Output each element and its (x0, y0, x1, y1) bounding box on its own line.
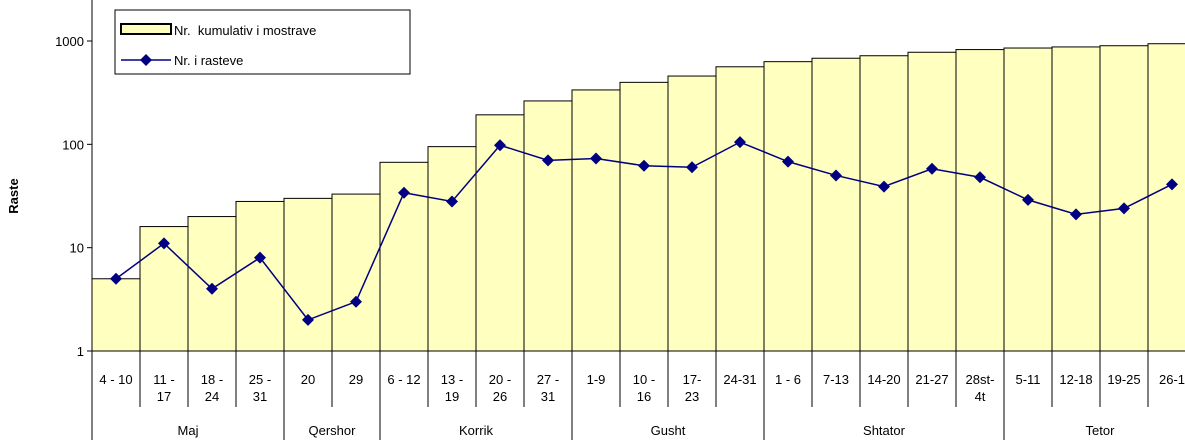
line-marker (734, 136, 746, 149)
group-label: Qershor (309, 423, 357, 438)
line-marker (686, 161, 698, 174)
x-tick-label: 29 (349, 372, 363, 387)
line-marker (590, 152, 602, 165)
group-label: Gusht (651, 423, 686, 438)
line-marker (974, 171, 986, 184)
bar (475, 114, 525, 352)
line-marker (206, 282, 218, 295)
line-marker (254, 251, 266, 264)
line-marker (1022, 193, 1034, 206)
bar (427, 146, 477, 352)
line-marker (878, 180, 890, 193)
bar (331, 193, 381, 352)
bar (667, 75, 717, 352)
line-marker (302, 313, 314, 326)
bar (1147, 43, 1185, 352)
bar (235, 200, 285, 352)
group-label: Korrik (459, 423, 493, 438)
x-tick-label: 28st-4t (966, 372, 995, 404)
bar (283, 197, 333, 352)
y-tick-label: 100 (62, 137, 84, 152)
x-tick-label: 17-23 (683, 372, 702, 404)
bar (1099, 45, 1149, 352)
x-tick-label: 7-13 (823, 372, 849, 387)
x-tick-label: 5-11 (1015, 372, 1040, 387)
bar (811, 57, 861, 352)
legend-swatch (120, 23, 172, 35)
x-tick-label: 13 -19 (441, 372, 463, 404)
x-tick-label: 6 - 12 (387, 372, 420, 387)
legend-label: Nr. kumulativ i mostrave (174, 23, 316, 38)
y-axis-label: Raste (6, 178, 21, 213)
line-marker (542, 154, 554, 167)
line-marker (1118, 202, 1130, 215)
x-tick-label: 27 -31 (537, 372, 559, 404)
line-marker (350, 295, 362, 308)
y-tick-label: 1000 (55, 34, 84, 49)
legend-box (114, 9, 411, 75)
x-tick-label: 21-27 (915, 372, 948, 387)
line-marker (494, 139, 506, 152)
bar (1051, 46, 1101, 352)
group-label: Maj (178, 423, 199, 438)
x-tick-label: 11 -17 (153, 372, 174, 404)
x-tick-label: 26-1 (1159, 372, 1185, 387)
x-tick-label: 19-25 (1107, 372, 1140, 387)
x-tick-label: 24-31 (723, 372, 756, 387)
bar (715, 66, 765, 352)
bar (523, 100, 573, 352)
legend-label: Nr. i rasteve (174, 53, 243, 68)
bar (571, 89, 621, 352)
x-tick-label: 1-9 (587, 372, 606, 387)
line-marker (446, 195, 458, 208)
line-marker (158, 237, 170, 250)
y-tick-label: 1 (77, 344, 84, 359)
x-tick-label: 4 - 10 (99, 372, 132, 387)
x-tick-label: 25 -31 (249, 372, 271, 404)
x-tick-label: 1 - 6 (775, 372, 801, 387)
bar (91, 278, 141, 352)
line-marker (110, 272, 122, 285)
x-tick-label: 20 (301, 372, 315, 387)
x-tick-label: 20 -26 (489, 372, 511, 404)
bar (859, 55, 909, 352)
group-label: Tetor (1086, 423, 1116, 438)
line-marker (782, 155, 794, 168)
x-tick-label: 14-20 (867, 372, 900, 387)
bar (619, 81, 669, 352)
line-marker (830, 169, 842, 182)
line-marker (1166, 178, 1178, 191)
bar (763, 61, 813, 352)
line-marker (398, 186, 410, 199)
x-tick-label: 10 -16 (633, 372, 655, 404)
group-label: Shtator (863, 423, 906, 438)
line-marker (1070, 208, 1082, 221)
x-tick-label: 18 -24 (201, 372, 223, 404)
legend-marker (140, 54, 152, 66)
bar (907, 51, 957, 352)
line-marker (638, 159, 650, 172)
x-tick-label: 12-18 (1059, 372, 1092, 387)
line-marker (926, 162, 938, 175)
bar (955, 49, 1005, 352)
y-tick-label: 10 (70, 241, 84, 256)
